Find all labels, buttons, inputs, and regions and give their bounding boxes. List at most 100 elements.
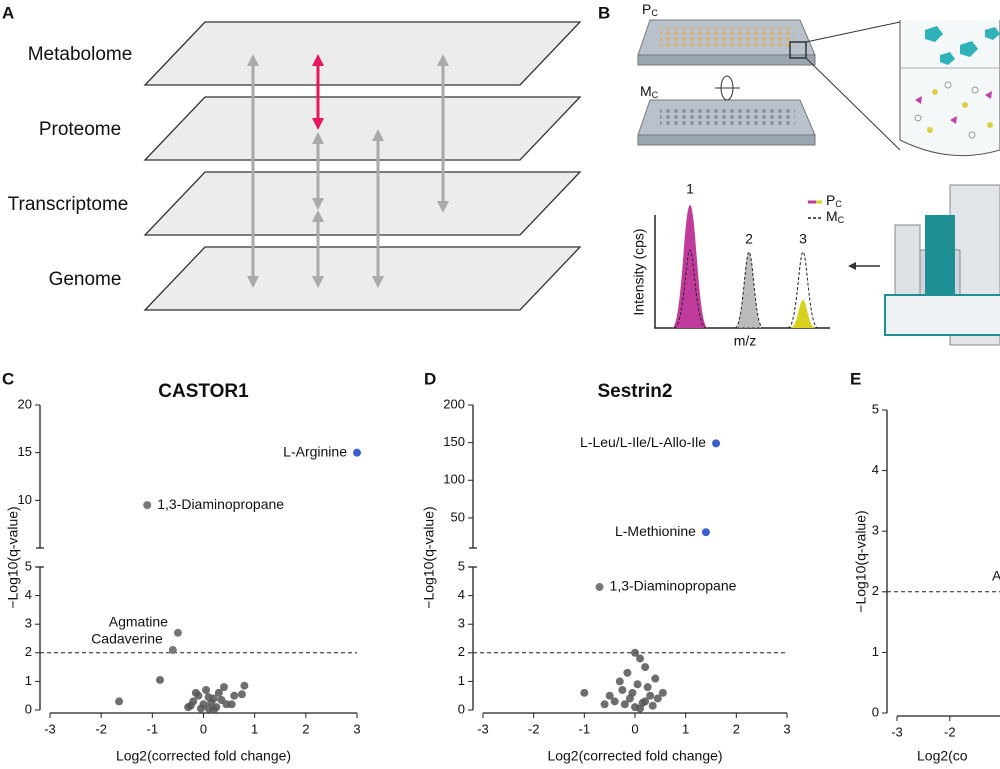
x-tick-label: 3 [353,721,360,736]
y-tick-label: 0 [872,704,879,719]
x-tick-label: 1 [682,721,689,736]
x-tick-label: -1 [579,721,591,736]
peak-label: 3 [799,231,807,247]
y-tick-label: 10 [18,492,32,507]
labeled-point [712,439,721,448]
point [633,680,642,689]
x-tick-label: -3 [891,724,903,739]
point-label: Cadaverine [91,631,163,647]
x-tick-label: -2 [528,721,540,736]
labeled-point [143,501,152,510]
x-tick-label: 3 [783,721,790,736]
y-tick-label: 5 [872,401,879,416]
layer [143,246,582,311]
plate-label: PC [642,1,658,19]
y-tick-label: 0 [25,701,32,716]
y-tick-label: 50 [451,509,465,524]
y-axis-label: −Log10(q-value) [853,510,869,612]
labeled-point [701,528,710,537]
y-tick-label: 20 [18,396,32,411]
point [631,648,639,657]
y-tick-label: 0 [458,701,465,716]
x-tick-label: -3 [44,721,56,736]
axis-label: m/z [734,333,757,349]
layer [143,171,582,236]
x-tick-label: 0 [631,721,638,736]
y-axis-label: −Log10(q-value) [421,506,437,608]
point [204,693,213,702]
label-main: M [640,83,652,99]
x-tick-label: 0 [200,721,207,736]
y-tick-label: 200 [443,396,465,411]
panel-letter: B [598,3,610,22]
x-tick-label: -2 [944,724,956,739]
zoom-box [789,41,807,59]
y-tick-label: 2 [458,644,465,659]
panel-letter: C [2,369,14,388]
label-main: P [642,1,651,17]
chromatogram [654,205,830,329]
arrows [247,54,449,288]
layer [143,96,582,161]
point [600,700,609,709]
chart-title: CASTOR1 [158,381,249,402]
layer-label: Transcriptome [8,194,129,215]
x-axis-label: Log2(corrected fold change) [547,748,722,764]
y-tick-label: 5 [458,558,465,573]
axis-label: Intensity (cps) [631,228,647,315]
y-tick-label: 100 [443,472,465,487]
x-tick-label: -3 [477,721,489,736]
point [618,685,627,694]
legend-entry: PC [826,192,842,210]
layers [143,21,582,311]
layer-label: Proteome [39,119,121,140]
point-label: L-Methionine [615,523,696,539]
point-label: 1,3-Diaminopropane [157,496,284,512]
peak-label: 1 [686,181,694,197]
x-tick-label: 2 [302,721,309,736]
label-sub: C [838,215,845,225]
point [610,697,619,706]
point-label: Agmatine [109,613,168,629]
zoom-line [805,21,901,43]
point [636,654,645,663]
point [240,681,249,690]
point [638,698,647,707]
point [628,688,637,697]
point [658,688,667,697]
x-tick-label: 2 [733,721,740,736]
point [648,701,657,710]
y-tick-label: 15 [18,444,32,459]
labeled-point [168,645,177,654]
point [605,691,614,700]
point [580,688,589,697]
point [641,663,650,672]
panel-letter: A [2,3,14,22]
legend-entry: MC [826,208,845,226]
point [209,706,218,714]
point [651,674,660,683]
x-tick-label: -2 [95,721,107,736]
point [643,683,652,692]
x-axis-label: Log2(co [917,748,968,764]
x-axis-label: Log2(corrected fold change) [116,748,291,764]
y-tick-label: 1 [25,673,32,688]
x-tick-label: 1 [251,721,258,736]
plate [637,19,816,66]
point [615,677,624,686]
annotation: A [992,567,1000,583]
labeled-point [353,448,361,457]
point [214,688,223,697]
zoom-line [805,57,901,151]
point [115,697,124,706]
point [202,685,211,694]
y-tick-label: 5 [25,558,32,573]
panel-letter: E [850,369,861,388]
well-zoom [899,20,1000,157]
arrow [848,262,856,270]
point [653,694,662,703]
plate [637,99,816,146]
y-axis-label: −Log10(q-value) [5,506,21,608]
panel-letter: D [424,369,436,388]
y-tick-label: 1 [872,644,879,659]
